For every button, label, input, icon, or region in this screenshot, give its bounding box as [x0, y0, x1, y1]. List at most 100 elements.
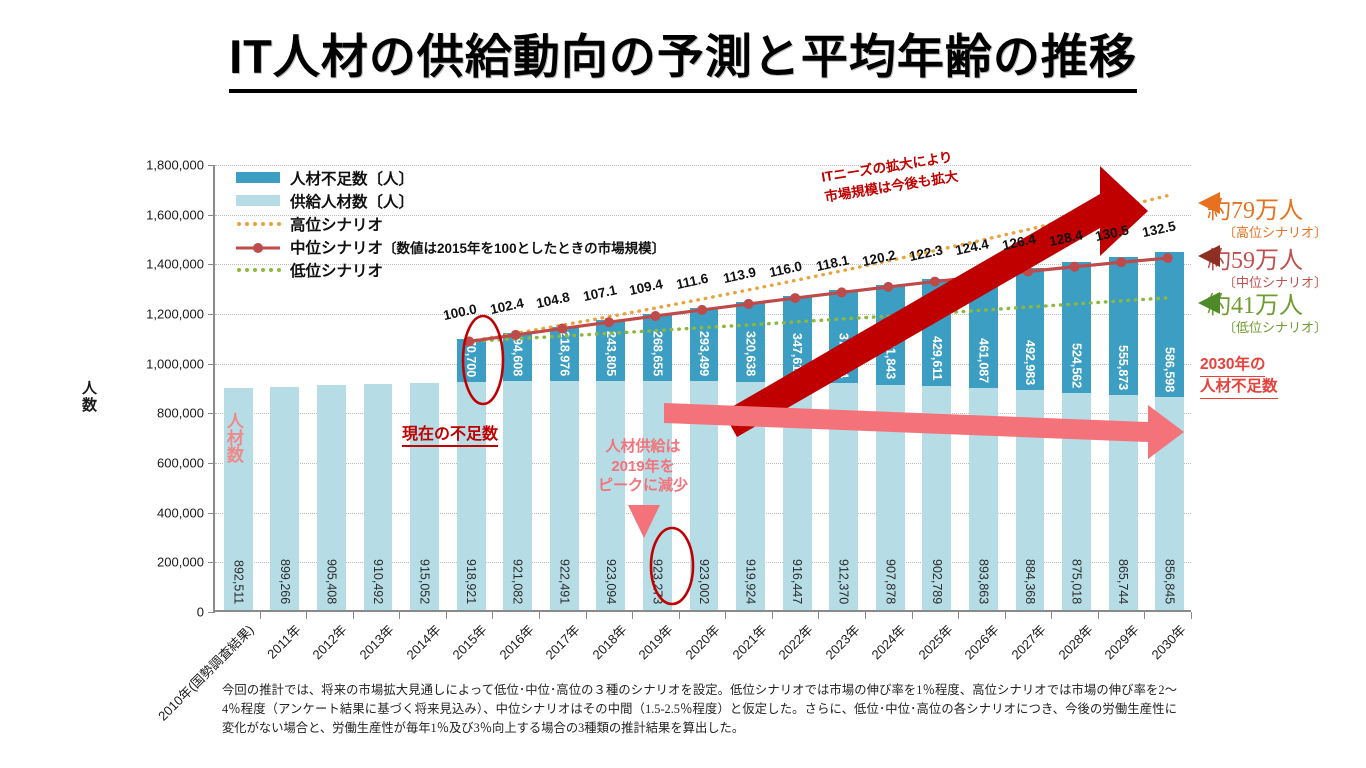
x-axis-tick-mark: [445, 612, 447, 619]
callout-low-scenario: 約41万人 〔低位シナリオ〕: [1207, 285, 1327, 336]
bar-supply: 912,370: [829, 383, 859, 610]
bar-shortage-value: 243,805: [603, 330, 618, 376]
chart-bar-group: 916,447 347,611: [782, 163, 812, 610]
bar-supply-value: 923,273: [650, 558, 665, 604]
bar-supply: 892,511: [223, 388, 253, 610]
bar-supply-value: 922,491: [557, 558, 572, 604]
x-axis-tick-label: 2024年: [868, 622, 910, 663]
bar-shortage: 170,700: [456, 332, 486, 382]
x-axis-tick-mark: [818, 612, 820, 619]
callout-high-scenario: 約79万人 〔高位シナリオ〕: [1207, 190, 1327, 241]
bar-shortage-value: 524,562: [1069, 342, 1084, 388]
bar-supply-value: 915,052: [417, 558, 432, 604]
x-axis-tick-label: 2027年: [1008, 622, 1049, 663]
x-axis-tick-mark: [1144, 612, 1146, 619]
x-axis-tick-label: 2011年: [263, 622, 304, 662]
x-axis-tick-mark: [958, 612, 960, 619]
legend-swatch-supply: [236, 195, 280, 206]
legend-line-mid-icon: [236, 242, 280, 253]
chart-bar-group: 905,408: [316, 163, 346, 610]
y-axis-label: 人数: [80, 380, 97, 414]
bar-supply: 910,492: [363, 383, 393, 610]
chart-bar-group: 902,789 429,611: [922, 163, 952, 610]
legend-item-low: 低位シナリオ: [236, 258, 706, 281]
y-axis-tick-label: 200,000: [157, 554, 204, 570]
bar-supply-value: 907,878: [883, 558, 898, 604]
bar-shortage-value: 492,983: [1022, 340, 1037, 386]
bar-shortage: 401,843: [875, 284, 905, 385]
x-axis-tick-label: 2026年: [961, 622, 1003, 663]
callout-mid-value: 約59万人: [1207, 248, 1303, 274]
x-axis-tick-label: 2012年: [309, 622, 351, 663]
bar-supply-value: 892,511: [231, 559, 246, 604]
x-axis-tick-mark: [1051, 612, 1053, 619]
legend-label-low: 低位シナリオ: [290, 262, 384, 280]
x-axis-tick-label: 2017年: [542, 622, 584, 663]
x-axis-tick-label: 2016年: [496, 622, 537, 663]
annotation-supply-peak-line2: 2019年を: [611, 457, 675, 475]
y-axis-tick-mark: [208, 165, 215, 166]
y-axis-tick-mark: [208, 562, 215, 564]
x-axis-tick-label: 2028年: [1055, 622, 1096, 663]
callout-low-sub: 〔低位シナリオ〕: [1223, 320, 1328, 335]
x-axis-tick-mark: [725, 612, 727, 619]
y-axis-tick-label: 1,400,000: [146, 256, 204, 272]
x-axis-tick-mark: [1097, 612, 1099, 619]
bar-shortage-value: 194,608: [510, 331, 525, 377]
bar-shortage: 524,562: [1062, 262, 1091, 393]
legend-label-high: 高位シナリオ: [290, 216, 384, 234]
bar-supply-value: 899,266: [277, 558, 292, 604]
legend-swatch-shortage: [236, 172, 280, 183]
bar-supply-value: 910,492: [370, 558, 385, 604]
bar-supply: 907,878: [875, 384, 905, 610]
chart-bar-group: 893,863 461,087: [968, 163, 998, 610]
chart-bar-group: 921,082 194,608: [503, 163, 533, 610]
annotation-shortage-2030-line1: 2030年の: [1200, 355, 1266, 377]
annotation-shortage-2030-line2: 人材不足数: [1200, 377, 1278, 399]
bar-shortage: 555,873: [1108, 256, 1138, 396]
bar-shortage: 492,983: [1015, 267, 1045, 391]
bar-supply: 884,368: [1015, 390, 1045, 610]
legend-dots-low: [236, 264, 281, 276]
x-axis-tick-label: 2025年: [915, 622, 956, 663]
y-axis-tick-label: 800,000: [157, 405, 204, 421]
bar-supply: 916,447: [782, 382, 812, 610]
annotation-current-shortage: 現在の不足数: [402, 420, 499, 447]
bar-supply: 918,921: [456, 381, 486, 610]
legend-line-mid: [236, 241, 280, 253]
x-axis-tick-mark: [492, 612, 494, 619]
x-axis-tick-mark: [632, 612, 634, 619]
y-axis-tick-label: 1,800,000: [146, 157, 204, 173]
y-axis-tick-mark: [208, 463, 215, 464]
page-title: IT人材の供給動向の予測と平均年齢の推移: [0, 18, 1366, 93]
bar-supply-value: 923,094: [603, 558, 618, 604]
chart-bar-group: 899,266: [270, 163, 300, 610]
bar-supply: 875,018: [1062, 392, 1091, 610]
bar-supply-value: 893,863: [976, 558, 991, 604]
x-axis-tick-mark: [1004, 612, 1006, 619]
callout-mid-scenario: 約59万人 〔中位シナリオ〕: [1207, 240, 1327, 291]
bar-shortage: 268,655: [642, 314, 672, 381]
x-axis-tick-label: 2021年: [729, 622, 770, 663]
y-axis-tick-label: 1,600,000: [146, 207, 204, 223]
bar-shortage-value: 555,873: [1116, 344, 1131, 391]
legend-label-mid: 中位シナリオ〔数値は2015年を100としたときの市場規模〕: [290, 239, 666, 257]
bar-shortage-value: 293,499: [696, 330, 711, 376]
bar-shortage-value: 461,087: [976, 337, 991, 384]
chart-bar-group: 907,878 401,843: [875, 163, 905, 610]
bar-supply-value: 916,447: [790, 558, 805, 604]
legend-item-mid: 中位シナリオ〔数値は2015年を100としたときの市場規模〕: [236, 235, 706, 258]
bar-shortage: 374,564: [829, 290, 859, 384]
chart-bar-group: 912,370 374,564: [829, 163, 859, 610]
chart-bar-group: 923,094 243,805: [596, 163, 626, 610]
y-axis-tick-label: 1,200,000: [146, 306, 204, 322]
y-axis-tick-mark: [208, 363, 215, 365]
annotation-shortage-2030: 2030年の 人材不足数: [1200, 355, 1278, 399]
chart-bar-group: 915,052: [410, 163, 439, 610]
bar-shortage-value: 170,700: [464, 331, 479, 377]
bar-supply: 902,789: [922, 385, 952, 610]
x-axis-tick-label: 2013年: [356, 622, 397, 663]
bar-supply-value: 902,789: [929, 558, 944, 604]
bar-supply-value: 919,924: [743, 558, 758, 604]
callout-mid-sub: 〔中位シナリオ〕: [1223, 275, 1328, 290]
